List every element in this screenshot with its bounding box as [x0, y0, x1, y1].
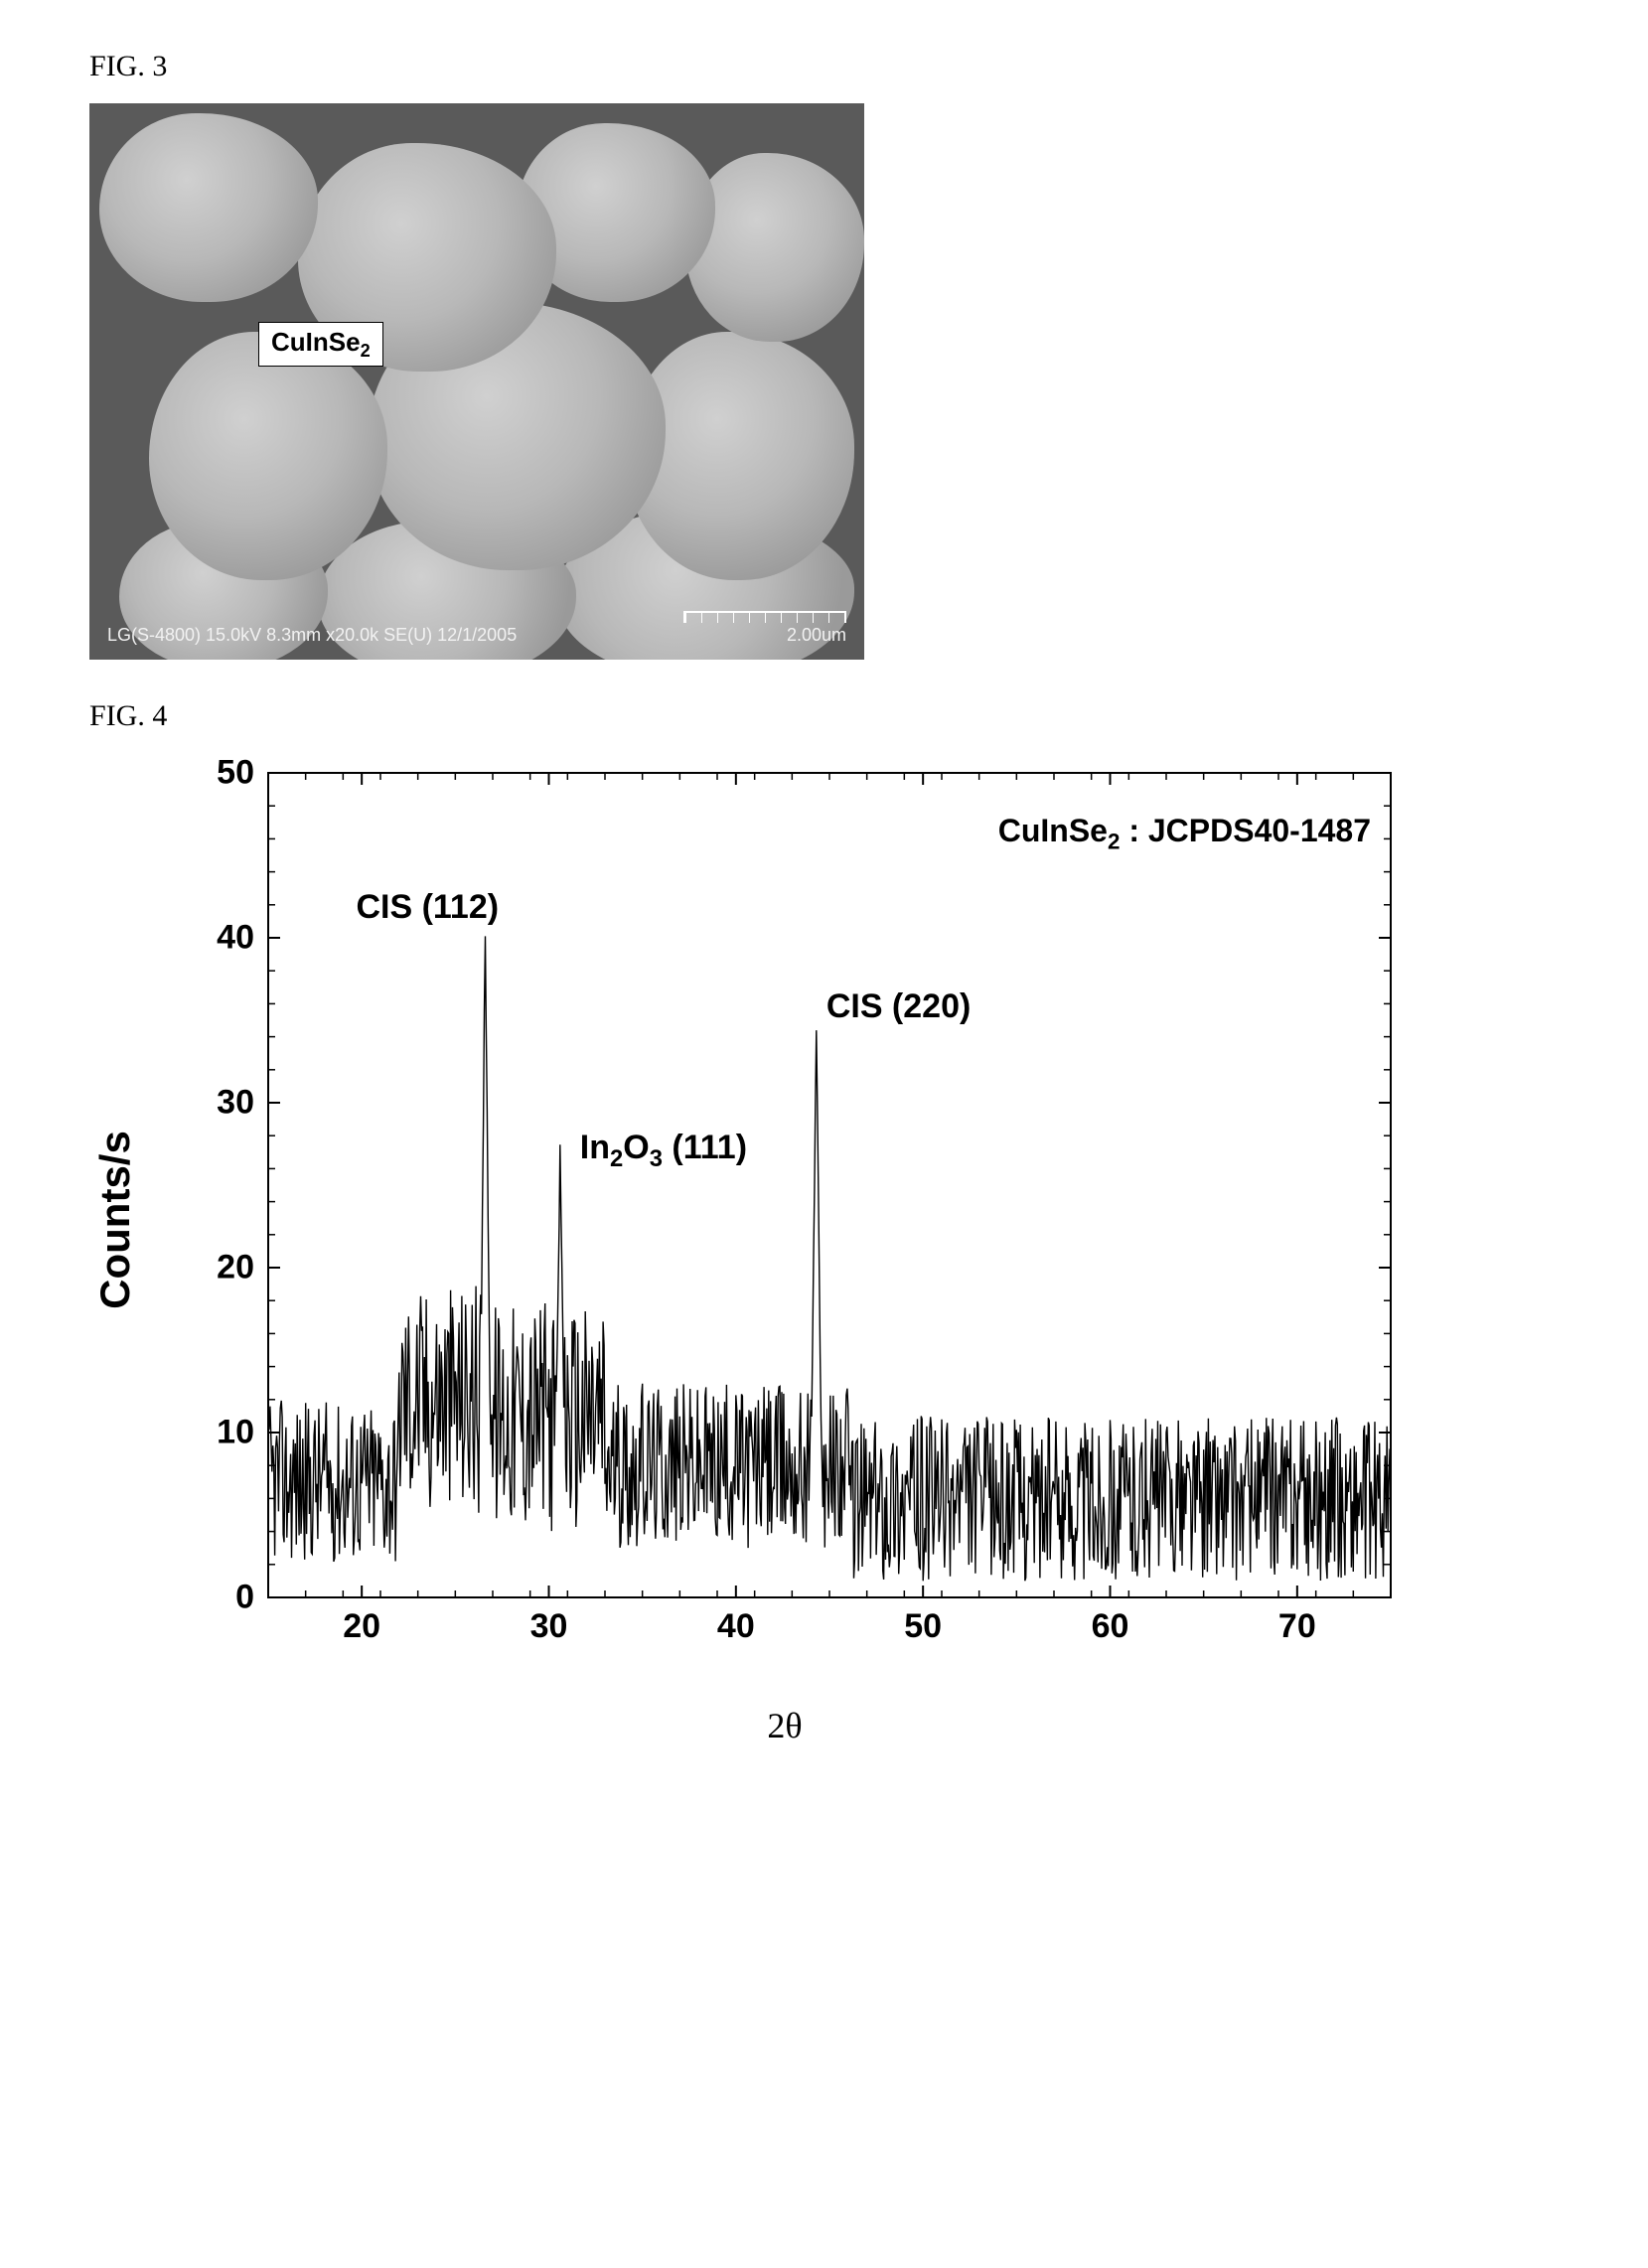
figure-4-label: FIG. 4: [89, 699, 1559, 733]
x-tick-label: 50: [904, 1607, 942, 1646]
x-tick-label: 20: [343, 1607, 380, 1646]
chart-legend: CuInSe2 : JCPDS40-1487: [998, 813, 1371, 854]
x-tick-label: 40: [717, 1607, 755, 1646]
sem-metadata-text: LG(S-4800) 15.0kV 8.3mm x20.0k SE(U) 12/…: [107, 625, 517, 646]
y-tick-label: 20: [217, 1249, 254, 1287]
sem-info-bar: LG(S-4800) 15.0kV 8.3mm x20.0k SE(U) 12/…: [107, 611, 846, 646]
x-tick-label: 60: [1092, 1607, 1129, 1646]
sem-image: CuInSe2 LG(S-4800) 15.0kV 8.3mm x20.0k S…: [89, 103, 864, 660]
y-tick-label: 10: [217, 1414, 254, 1452]
x-tick-label: 70: [1278, 1607, 1316, 1646]
figure-4: Counts/s 2θ 20304050607001020304050CIS (…: [89, 753, 1559, 1687]
peak-label: In2O3 (111): [580, 1129, 747, 1173]
x-tick-label: 30: [530, 1607, 568, 1646]
x-axis-label: 2θ: [767, 1705, 802, 1746]
peak-label: CIS (220): [826, 987, 972, 1026]
figure-3-label: FIG. 3: [89, 50, 1559, 83]
sem-scalebar-text: 2.00um: [787, 625, 846, 646]
sem-scalebar: 2.00um: [683, 611, 846, 646]
xrd-chart: Counts/s 2θ 20304050607001020304050CIS (…: [149, 753, 1421, 1687]
figure-3: CuInSe2 LG(S-4800) 15.0kV 8.3mm x20.0k S…: [89, 103, 1559, 660]
y-tick-label: 40: [217, 919, 254, 958]
y-tick-label: 50: [217, 754, 254, 793]
y-tick-label: 30: [217, 1084, 254, 1123]
y-tick-label: 0: [235, 1579, 254, 1617]
y-axis-label: Counts/s: [91, 1131, 139, 1309]
peak-label: CIS (112): [356, 888, 499, 927]
sem-material-label: CuInSe2: [258, 322, 383, 367]
